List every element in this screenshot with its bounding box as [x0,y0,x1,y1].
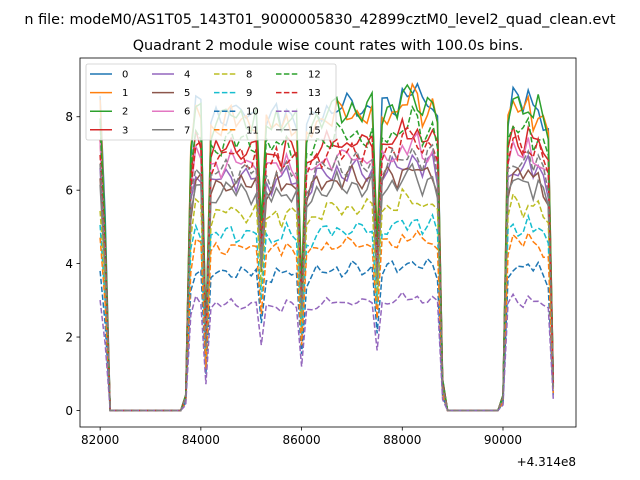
legend-label-13: 13 [308,88,321,99]
y-tick-label: 4 [65,257,73,271]
legend-label-5: 5 [184,88,190,99]
legend-label-11: 11 [246,125,259,136]
legend-label-14: 14 [308,107,321,118]
x-tick-label: 90000 [484,433,522,447]
legend-label-15: 15 [308,125,321,136]
legend-label-10: 10 [246,107,259,118]
y-axis: 0 2 4 6 8 [65,110,80,418]
series-line-12 [99,104,555,412]
legend-label-9: 9 [246,88,252,99]
chart-title: Quadrant 2 module wise count rates with … [133,38,524,54]
x-tick-label: 84000 [182,433,220,447]
y-tick-label: 0 [65,404,73,418]
x-offset-label: +4.314e8 [517,455,576,469]
y-tick-label: 6 [65,184,73,198]
legend-label-0: 0 [122,70,128,81]
plot-frame [79,57,577,428]
x-tick-label: 88000 [383,433,421,447]
legend-label-3: 3 [122,125,128,136]
legend-box [85,63,337,141]
series-line-9 [99,212,555,412]
legend-label-8: 8 [246,70,252,81]
legend-label-1: 1 [122,88,128,99]
legend-label-7: 7 [184,125,190,136]
legend-label-2: 2 [122,107,128,118]
x-axis: 82000 84000 86000 88000 90000 [81,427,522,447]
legend-label-4: 4 [184,70,190,81]
y-tick-label: 2 [65,331,73,345]
legend-label-6: 6 [184,107,190,118]
figure-title: n file: modeM0/AS1T05_143T01_9000005830_… [24,12,615,28]
legend-label-12: 12 [308,70,321,81]
series-line-15 [99,143,555,412]
x-tick-label: 82000 [81,433,119,447]
y-tick-label: 8 [65,110,73,124]
x-tick-label: 86000 [282,433,320,447]
